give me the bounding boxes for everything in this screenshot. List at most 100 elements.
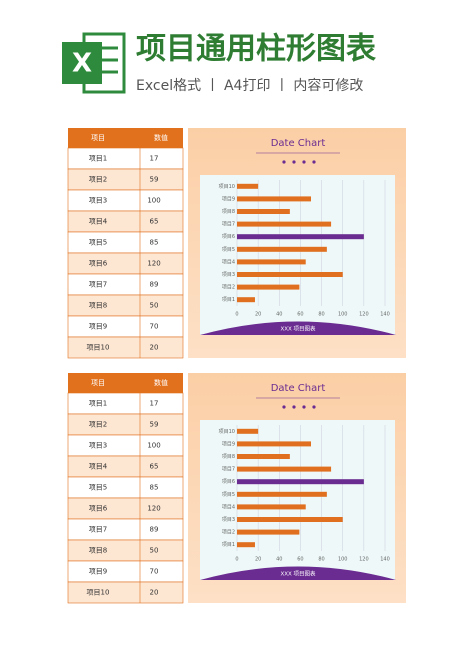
table-row (67, 518, 184, 541)
table-cell: 17 (150, 400, 159, 408)
table-row (67, 294, 184, 317)
table-cell: 项目1 (89, 155, 107, 163)
table-cell: 65 (150, 218, 159, 226)
title-dot (302, 160, 306, 164)
table-cell: 70 (150, 323, 159, 331)
x-tick-label: 20 (255, 557, 261, 563)
title-dot (282, 405, 286, 409)
footer-band (200, 566, 396, 580)
table-row (67, 168, 184, 191)
title: 项目通用柱形图表 (136, 32, 376, 67)
y-tick-label: 项目1 (222, 297, 235, 303)
table-cell: 项目8 (89, 302, 107, 310)
table-cell: 项目9 (89, 323, 107, 331)
y-tick-label: 项目3 (222, 517, 235, 523)
table-header-cell: 数值 (154, 378, 168, 387)
y-tick-label: 项目5 (222, 247, 235, 253)
table-cell: 20 (150, 344, 159, 352)
table-row (67, 252, 184, 275)
table-cell: 120 (147, 260, 160, 268)
bar (237, 246, 327, 252)
bar (237, 259, 306, 265)
title-dot (302, 405, 306, 409)
table-cell: 项目8 (89, 547, 107, 555)
bar (237, 479, 364, 485)
title-dot (292, 160, 296, 164)
bar (237, 542, 255, 548)
y-tick-label: 项目6 (222, 234, 235, 240)
table-cell: 17 (150, 155, 159, 163)
y-tick-label: 项目10 (219, 184, 235, 190)
table-header (68, 128, 183, 148)
table-cell: 100 (147, 197, 160, 205)
x-tick-label: 60 (297, 557, 303, 563)
y-tick-label: 项目7 (222, 467, 235, 473)
x-tick-label: 120 (359, 312, 369, 318)
table-cell: 项目5 (89, 484, 107, 492)
table-cell: 项目1 (89, 400, 107, 408)
y-tick-label: 项目8 (222, 209, 235, 215)
table-row (67, 497, 184, 520)
x-tick-label: 60 (297, 312, 303, 318)
bar (237, 504, 306, 510)
table-row (67, 273, 184, 296)
bar (237, 454, 290, 459)
x-tick-label: 40 (276, 312, 282, 318)
table-cell: 120 (147, 505, 160, 513)
x-tick-label: 100 (338, 557, 348, 563)
table-cell: 50 (150, 302, 159, 310)
chart-footer: XXX 项目图表 (280, 325, 316, 333)
chart-title: Date Chart (271, 138, 326, 149)
table-cell: 项目5 (89, 239, 107, 247)
plot-area (200, 175, 395, 335)
x-tick-label: 80 (318, 312, 324, 318)
table-row (67, 413, 184, 436)
table-row (67, 581, 184, 604)
table-cell: 20 (150, 589, 159, 597)
table-row (67, 189, 184, 212)
bar (237, 209, 290, 214)
y-tick-label: 项目5 (222, 492, 235, 498)
bar (237, 221, 332, 227)
y-tick-label: 项目1 (222, 542, 235, 548)
table-cell: 项目7 (89, 526, 107, 534)
table-row (67, 231, 184, 254)
x-tick-label: 100 (338, 312, 348, 318)
table-cell: 65 (150, 463, 159, 471)
table-row (67, 315, 184, 338)
table-cell: 项目9 (89, 568, 107, 576)
bar (237, 234, 364, 240)
bar (237, 196, 311, 202)
x-tick-label: 20 (255, 312, 261, 318)
table-cell: 89 (150, 526, 159, 534)
subtitle: Excel格式 丨 A4打印 丨 内容可修改 (136, 77, 363, 94)
table-cell: 项目10 (87, 344, 110, 352)
bar (237, 441, 311, 447)
y-tick-label: 项目4 (222, 259, 235, 265)
bar (237, 297, 255, 303)
table-row (67, 434, 184, 457)
title-dot (312, 405, 316, 409)
x-tick-label: 0 (235, 312, 238, 318)
footer-band (200, 321, 396, 335)
x-tick-label: 140 (380, 312, 390, 318)
x-tick-label: 40 (276, 557, 282, 563)
table-row (67, 147, 184, 170)
chart-footer: XXX 项目图表 (280, 570, 316, 578)
y-tick-label: 项目2 (222, 285, 235, 291)
y-tick-label: 项目10 (219, 429, 235, 435)
title-dot (312, 160, 316, 164)
table-header-cell: 项目 (91, 379, 105, 387)
table-cell: 项目10 (87, 589, 110, 597)
bar (237, 284, 300, 290)
table-row (67, 392, 184, 415)
bar (237, 272, 343, 277)
title-dot (282, 160, 286, 164)
y-tick-label: 项目9 (222, 196, 235, 202)
x-tick-label: 120 (359, 557, 369, 563)
table-cell: 项目6 (89, 505, 108, 513)
y-tick-label: 项目8 (222, 454, 235, 460)
x-tick-label: 80 (318, 557, 324, 563)
table-row (67, 210, 184, 233)
